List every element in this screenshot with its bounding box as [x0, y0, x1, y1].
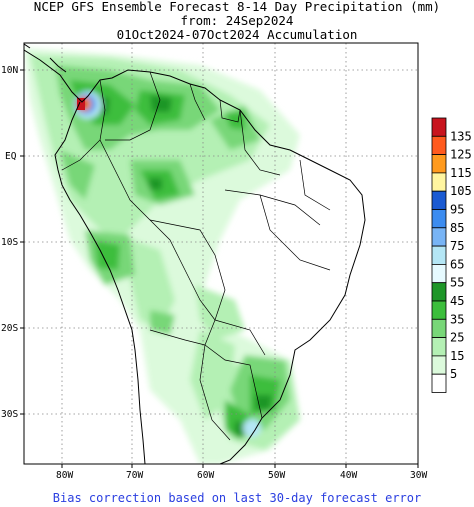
country-borders — [61, 71, 331, 441]
lat-label-30s: 30S — [1, 409, 18, 420]
legend-swatch — [431, 318, 447, 338]
legend-label: 115 — [450, 166, 472, 180]
legend-label: 95 — [450, 203, 464, 217]
lon-label-30w: 30W — [410, 470, 427, 481]
legend-swatch — [431, 245, 447, 265]
map-frame — [23, 42, 419, 465]
bias-correction-note: Bias correction based on last 30-day for… — [52, 491, 422, 505]
legend-swatch — [431, 263, 447, 284]
legend-swatch — [431, 135, 447, 156]
legend-label: 125 — [450, 148, 472, 162]
lat-label-10n: 10N — [1, 65, 18, 76]
legend-swatch — [431, 227, 447, 247]
legend-swatch — [431, 154, 447, 174]
lon-label-70w: 70W — [126, 470, 143, 481]
map-title-line-1: NCEP GFS Ensemble Forecast 8-14 Day Prec… — [33, 0, 441, 14]
lon-label-80w: 80W — [56, 470, 73, 481]
legend-label: 5 — [450, 367, 457, 381]
legend-swatch — [431, 117, 447, 137]
coastlines — [24, 43, 366, 464]
legend-swatch — [431, 373, 447, 393]
legend-label: 135 — [450, 129, 472, 143]
lon-label-60w: 60W — [197, 470, 214, 481]
legend-label: 55 — [450, 276, 464, 290]
legend-label: 105 — [450, 184, 472, 198]
legend-swatch — [431, 355, 447, 375]
map-title-line-3: 01Oct2024-07Oct2024 Accumulation — [116, 27, 358, 42]
map-title-line-2: from: 24Sep2024 — [180, 13, 294, 28]
legend-swatch — [431, 190, 447, 210]
color-scale-legend: 135 125 115 105 95 85 75 65 55 45 35 25 15 5 — [431, 117, 472, 393]
legend-swatch — [431, 172, 447, 192]
lat-label-eq: EQ — [5, 151, 17, 162]
lon-label-50w: 50W — [268, 470, 285, 481]
legend-label: 75 — [450, 239, 464, 253]
precipitation-field — [24, 43, 418, 464]
legend-swatch — [431, 282, 447, 302]
legend-swatch — [431, 337, 447, 357]
lat-label-20s: 20S — [1, 323, 18, 334]
precipitation-map: 80W 70W 60W 50W 40W 30W 10N EQ 10S 20S 3… — [1, 42, 472, 481]
legend-label: 35 — [450, 312, 464, 326]
lat-label-10s: 10S — [1, 237, 18, 248]
legend-label: 15 — [450, 349, 464, 363]
legend-label: 85 — [450, 221, 464, 235]
legend-label: 25 — [450, 331, 464, 345]
legend-label: 45 — [450, 294, 464, 308]
legend-label: 65 — [450, 257, 464, 271]
legend-swatch — [431, 300, 447, 320]
lon-label-40w: 40W — [340, 470, 357, 481]
legend-swatch — [431, 209, 447, 229]
